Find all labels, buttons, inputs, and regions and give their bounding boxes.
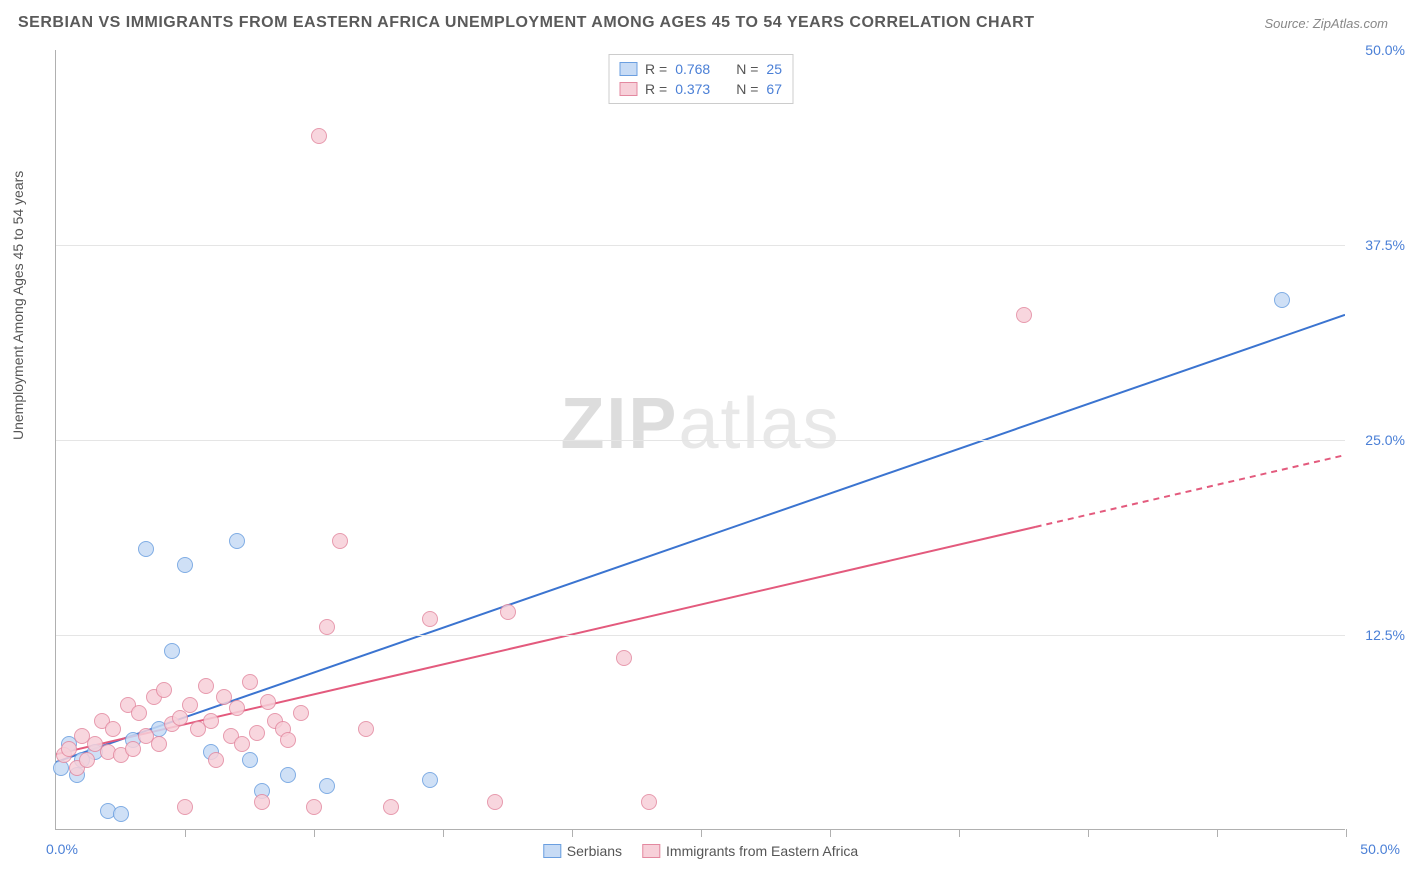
- scatter-point: [1016, 307, 1032, 323]
- scatter-point: [177, 799, 193, 815]
- gridline-h: [56, 440, 1345, 441]
- legend-n-value: 25: [766, 61, 782, 77]
- x-tick: [959, 829, 960, 837]
- legend-n-value: 67: [766, 81, 782, 97]
- scatter-point: [319, 778, 335, 794]
- legend-swatch: [619, 82, 637, 96]
- scatter-point: [641, 794, 657, 810]
- y-axis-label: Unemployment Among Ages 45 to 54 years: [10, 171, 26, 440]
- legend-statistics: R = 0.768 N = 25 R = 0.373 N = 67: [608, 54, 793, 104]
- legend-n-label: N =: [736, 81, 758, 97]
- scatter-point: [260, 694, 276, 710]
- x-tick: [1088, 829, 1089, 837]
- trend-line: [56, 315, 1345, 762]
- legend-swatch: [619, 62, 637, 76]
- legend-swatch: [543, 844, 561, 858]
- watermark-light: atlas: [678, 384, 840, 464]
- x-tick: [572, 829, 573, 837]
- legend-series-label: Immigrants from Eastern Africa: [666, 843, 858, 859]
- scatter-point: [242, 674, 258, 690]
- scatter-point: [229, 700, 245, 716]
- scatter-point: [229, 533, 245, 549]
- scatter-plot: ZIPatlas R =0.768N =25R =0.373N =67 0.0%…: [55, 50, 1345, 830]
- scatter-point: [293, 705, 309, 721]
- scatter-point: [113, 806, 129, 822]
- y-tick-label: 25.0%: [1350, 432, 1405, 448]
- x-max-label: 50.0%: [1360, 841, 1400, 857]
- scatter-point: [500, 604, 516, 620]
- watermark: ZIPatlas: [560, 383, 840, 465]
- y-tick-label: 37.5%: [1350, 237, 1405, 253]
- x-tick: [1217, 829, 1218, 837]
- legend-series: Serbians Immigrants from Eastern Africa: [543, 843, 858, 859]
- scatter-point: [125, 741, 141, 757]
- y-tick-label: 50.0%: [1350, 42, 1405, 58]
- scatter-point: [131, 705, 147, 721]
- scatter-point: [242, 752, 258, 768]
- gridline-h: [56, 635, 1345, 636]
- scatter-point: [151, 736, 167, 752]
- legend-stat-row: R = 0.373 N = 67: [619, 79, 782, 99]
- legend-series-label: Serbians: [567, 843, 622, 859]
- scatter-point: [332, 533, 348, 549]
- scatter-point: [280, 732, 296, 748]
- scatter-point: [383, 799, 399, 815]
- scatter-point: [1274, 292, 1290, 308]
- scatter-point: [203, 713, 219, 729]
- scatter-point: [79, 752, 95, 768]
- watermark-bold: ZIP: [560, 384, 678, 464]
- legend-n-label: N =: [736, 61, 758, 77]
- legend-swatch: [642, 844, 660, 858]
- scatter-point: [182, 697, 198, 713]
- gridline-h: [56, 245, 1345, 246]
- scatter-point: [249, 725, 265, 741]
- scatter-point: [234, 736, 250, 752]
- scatter-point: [105, 721, 121, 737]
- scatter-point: [422, 772, 438, 788]
- legend-r-value: 0.373: [675, 81, 710, 97]
- legend-r-label: R =: [645, 81, 667, 97]
- x-tick: [830, 829, 831, 837]
- scatter-point: [319, 619, 335, 635]
- x-tick: [701, 829, 702, 837]
- scatter-point: [616, 650, 632, 666]
- scatter-point: [280, 767, 296, 783]
- y-tick-label: 12.5%: [1350, 627, 1405, 643]
- scatter-point: [254, 794, 270, 810]
- legend-stat-row: R = 0.768 N = 25: [619, 59, 782, 79]
- scatter-point: [61, 741, 77, 757]
- scatter-point: [422, 611, 438, 627]
- scatter-point: [306, 799, 322, 815]
- legend-r-label: R =: [645, 61, 667, 77]
- scatter-point: [311, 128, 327, 144]
- scatter-point: [198, 678, 214, 694]
- x-origin-label: 0.0%: [46, 841, 78, 857]
- scatter-point: [138, 541, 154, 557]
- source-label: Source: ZipAtlas.com: [1264, 16, 1388, 31]
- scatter-point: [208, 752, 224, 768]
- x-tick: [185, 829, 186, 837]
- legend-series-item: Serbians: [543, 843, 622, 859]
- scatter-point: [487, 794, 503, 810]
- legend-series-item: Immigrants from Eastern Africa: [642, 843, 858, 859]
- x-tick: [443, 829, 444, 837]
- scatter-point: [358, 721, 374, 737]
- trend-line-dashed: [1036, 455, 1345, 527]
- scatter-point: [177, 557, 193, 573]
- scatter-point: [164, 643, 180, 659]
- chart-title: SERBIAN VS IMMIGRANTS FROM EASTERN AFRIC…: [18, 14, 1034, 32]
- legend-r-value: 0.768: [675, 61, 710, 77]
- x-tick: [314, 829, 315, 837]
- scatter-point: [156, 682, 172, 698]
- x-tick: [1346, 829, 1347, 837]
